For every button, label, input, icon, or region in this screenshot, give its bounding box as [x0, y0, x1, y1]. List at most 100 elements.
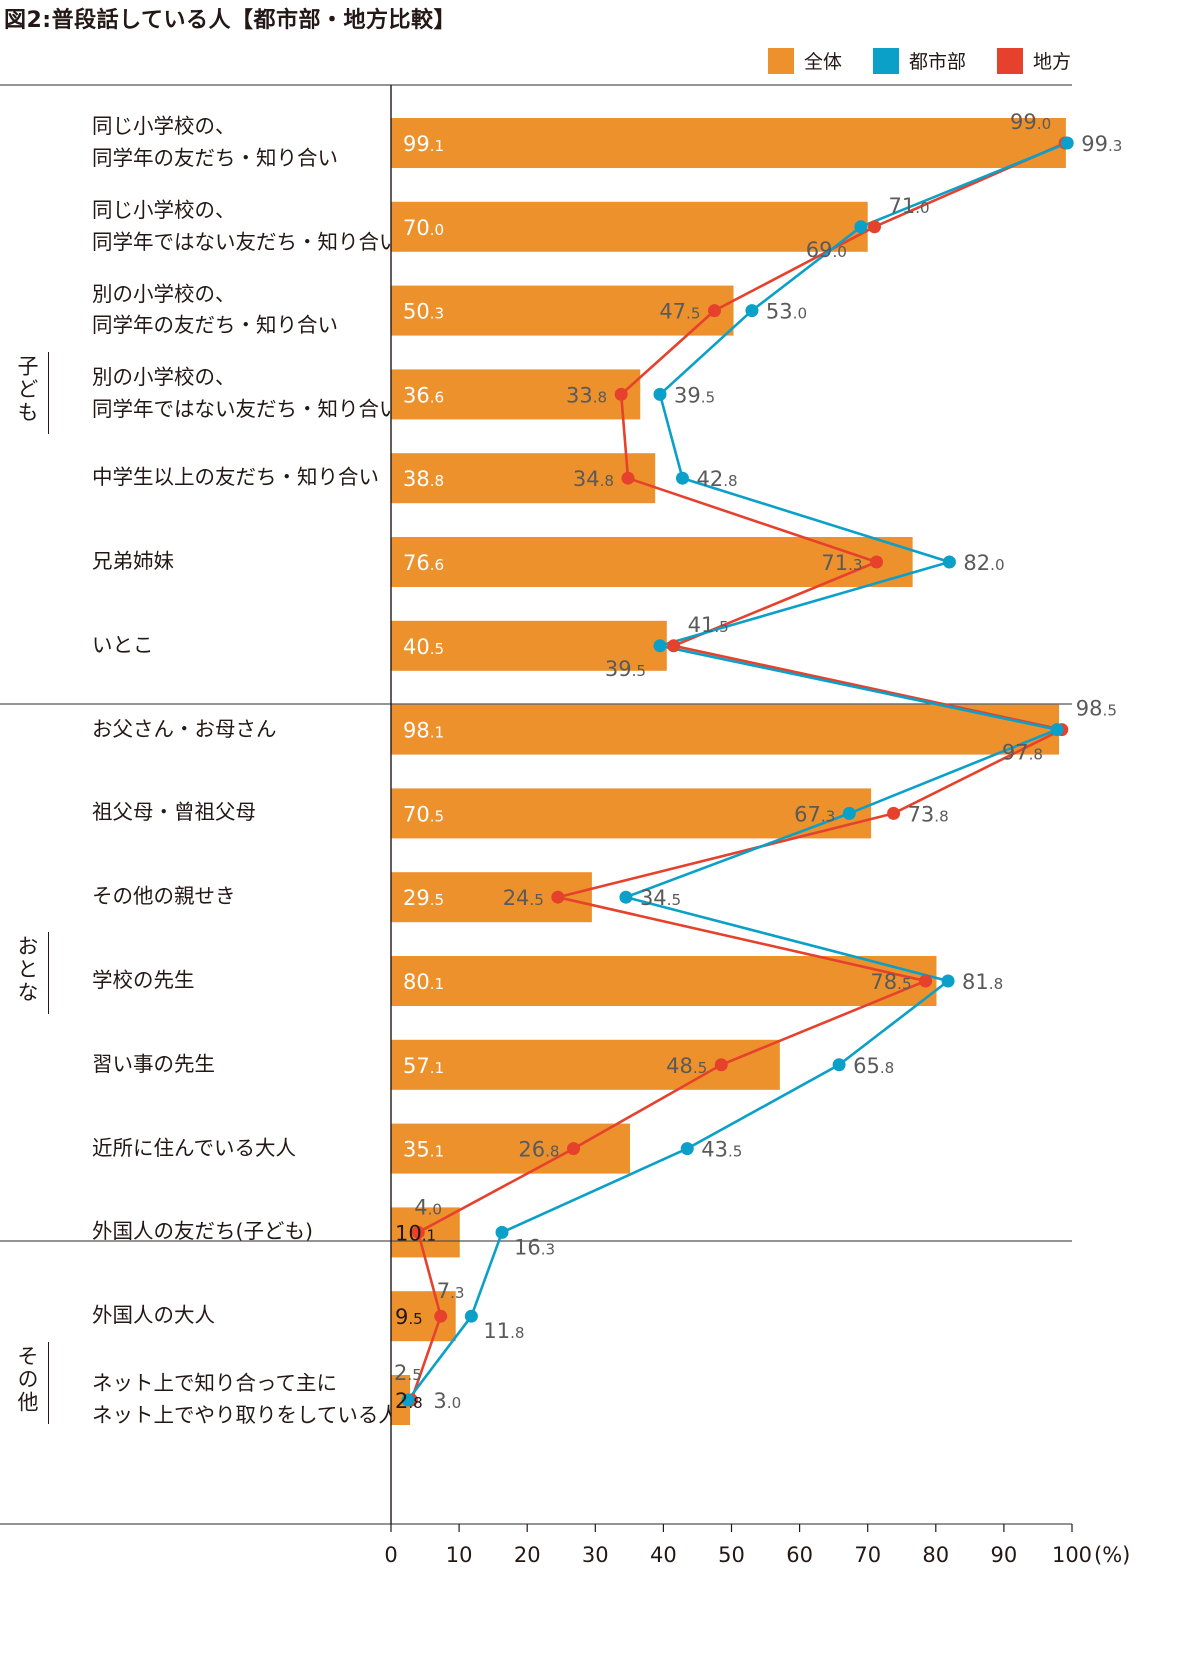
x-axis-unit: (%) — [1094, 1543, 1130, 1567]
category-label: 同じ小学校の、 同学年の友だち・知り合い — [92, 114, 338, 170]
category-label: お父さん・お母さん — [92, 716, 277, 741]
data-label-urban: 43.5 — [701, 1138, 742, 1162]
point-urban — [1050, 723, 1064, 737]
data-label-overall: 98.1 — [403, 719, 444, 743]
data-label-overall: 80.1 — [403, 970, 444, 994]
category-label: 同じ小学校の、 同学年ではない友だち・知り合い — [92, 197, 400, 254]
group-label-other: その他 — [15, 1345, 39, 1414]
data-label-rural: 33.8 — [566, 383, 607, 407]
group-label-adults: おとな — [15, 935, 39, 1004]
data-label-urban: 99.3 — [1081, 132, 1122, 156]
bar-overall — [391, 956, 937, 1006]
x-tick-label: 40 — [650, 1543, 677, 1567]
category-label: いとこ — [92, 632, 154, 657]
data-label-overall: 50.3 — [403, 300, 444, 324]
category-label: 外国人の大人 — [92, 1303, 215, 1328]
data-label-rural: 24.5 — [503, 886, 544, 910]
chart-title: 図2:普段話している人【都市部・地方比較】 — [4, 8, 456, 33]
category-label: 兄弟姉妹 — [92, 549, 174, 573]
data-label-rural: 98.5 — [1076, 697, 1117, 721]
bar-overall — [391, 704, 1060, 755]
data-label-rural: 78.5 — [870, 970, 911, 994]
x-tick-label: 60 — [786, 1543, 813, 1567]
data-label-urban: 81.8 — [962, 970, 1003, 994]
bar-overall — [391, 201, 868, 252]
data-label-urban: 39.5 — [674, 383, 715, 407]
x-tick-label: 90 — [991, 1543, 1018, 1567]
data-label-overall: 57.1 — [403, 1054, 444, 1078]
data-label-rural: 99.0 — [1010, 110, 1051, 134]
point-rural — [714, 1058, 728, 1072]
x-tick-label: 30 — [582, 1543, 609, 1567]
bar-overall — [391, 620, 667, 671]
point-urban — [842, 806, 856, 820]
point-urban — [832, 1058, 846, 1072]
data-label-rural: 73.8 — [908, 802, 949, 826]
data-label-urban: 67.3 — [794, 802, 835, 826]
data-label-urban: 82.0 — [963, 551, 1004, 575]
point-urban — [942, 555, 956, 569]
point-urban — [401, 1393, 415, 1407]
category-label: 中学生以上の友だち・知り合い — [92, 465, 379, 490]
category-label: ネット上で知り合って主に ネット上でやり取りをしている人 — [92, 1371, 399, 1427]
point-urban — [675, 471, 689, 485]
data-label-urban: 2.5 — [394, 1361, 422, 1385]
x-tick-label: 100 — [1052, 1543, 1092, 1567]
x-tick-label: 50 — [718, 1543, 745, 1567]
data-label-overall: 36.6 — [403, 383, 444, 407]
category-label: 習い事の先生 — [92, 1051, 215, 1076]
line-urban — [406, 141, 1068, 1401]
data-label-rural: 71.0 — [889, 194, 930, 218]
data-label-overall: 70.5 — [403, 802, 444, 826]
point-rural — [919, 974, 933, 988]
data-label-overall: 76.6 — [403, 551, 444, 575]
data-label-rural: 41.5 — [688, 613, 729, 637]
group-label-children: 子ども — [15, 355, 39, 424]
line-rural — [410, 141, 1066, 1401]
category-label: 別の小学校の、 同学年の友だち・知り合い — [92, 281, 338, 338]
data-label-overall: 35.1 — [403, 1138, 444, 1162]
data-label-urban: 34.5 — [640, 886, 681, 910]
x-tick-label: 0 — [384, 1543, 397, 1567]
bar-overall — [391, 1375, 411, 1425]
legend-swatch-urban — [873, 47, 899, 74]
category-label: 学校の先生 — [92, 968, 195, 992]
data-label-rural: 71.3 — [821, 551, 862, 575]
bar-overall — [391, 118, 1066, 168]
bar-overall — [391, 1123, 631, 1174]
point-urban — [495, 1225, 509, 1239]
point-rural — [887, 806, 901, 820]
point-urban — [854, 220, 868, 234]
data-label-rural: 26.8 — [518, 1138, 559, 1162]
legend-label-urban: 都市部 — [909, 51, 967, 73]
point-rural — [870, 555, 884, 569]
group-rule-adults — [48, 932, 49, 1014]
point-urban — [680, 1142, 694, 1156]
data-label-rural: 34.8 — [573, 467, 614, 491]
x-tick-label: 10 — [446, 1543, 473, 1567]
category-label: 外国人の友だち(子ども) — [92, 1219, 313, 1244]
category-label: 別の小学校の、 同学年ではない友だち・知り合い — [92, 365, 400, 422]
point-rural — [707, 304, 721, 318]
data-label-urban: 42.8 — [696, 467, 737, 491]
legend-label-rural: 地方 — [1033, 51, 1072, 73]
bar-overall — [391, 453, 656, 504]
data-label-rural: 7.3 — [437, 1279, 465, 1303]
point-urban — [745, 304, 759, 318]
bar-overall — [391, 369, 641, 420]
legend-swatch-rural — [997, 47, 1023, 74]
point-urban — [941, 974, 955, 988]
legend-item-rural: 地方 — [997, 47, 1071, 74]
data-label-rural: 3.0 — [433, 1389, 461, 1413]
point-rural — [868, 220, 882, 234]
x-tick-label: 80 — [922, 1543, 949, 1567]
data-label-overall: 70.0 — [403, 216, 444, 240]
data-label-urban: 65.8 — [853, 1054, 894, 1078]
legend-swatch-overall — [768, 47, 794, 74]
legend-label-overall: 全体 — [804, 51, 843, 73]
point-urban — [653, 639, 667, 653]
data-label-urban: 11.8 — [483, 1319, 524, 1343]
point-urban — [1060, 136, 1074, 150]
x-tick-label: 70 — [854, 1543, 881, 1567]
